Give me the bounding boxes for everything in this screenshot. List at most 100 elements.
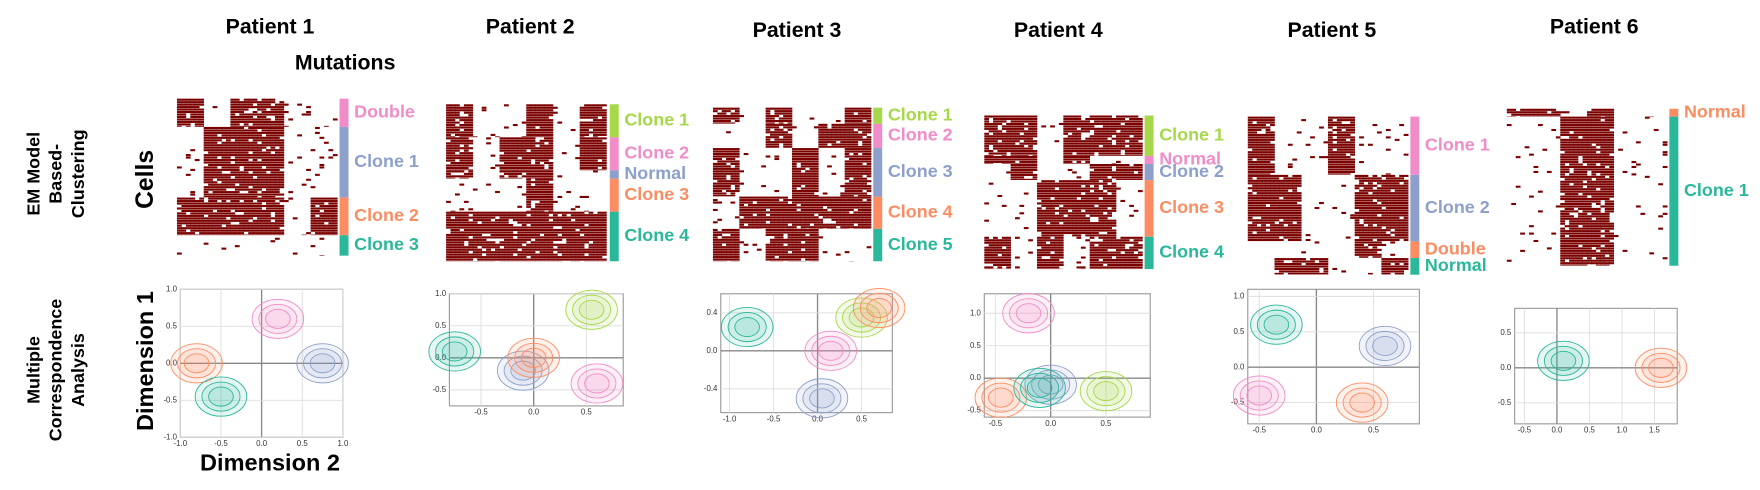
heatmap-cell xyxy=(468,169,474,171)
heatmap-cell xyxy=(712,192,718,195)
heatmap-cell xyxy=(1023,158,1029,161)
heatmap-cell xyxy=(548,231,554,234)
heatmap-cell xyxy=(774,136,780,139)
heatmap-cell xyxy=(579,238,585,241)
heatmap-cell xyxy=(984,160,990,163)
heatmap-cell xyxy=(199,229,205,232)
heatmap-cell xyxy=(1054,229,1060,232)
heatmap-cell xyxy=(1019,176,1025,179)
heatmap-cell xyxy=(257,232,262,235)
heatmap-cell xyxy=(1094,127,1099,130)
heatmap-cell xyxy=(548,224,554,227)
heatmap-cell xyxy=(315,173,320,176)
heatmap-cell xyxy=(813,162,819,165)
heatmap-cell xyxy=(257,131,262,134)
heatmap-cell xyxy=(539,203,545,206)
heatmap-cell xyxy=(239,125,245,127)
y-tick-label: -0.4 xyxy=(704,384,718,393)
heatmap-cell xyxy=(450,144,456,147)
heatmap-cell xyxy=(252,234,258,236)
heatmap-cell xyxy=(597,161,603,165)
heatmap-cell xyxy=(597,243,603,246)
heatmap-cell xyxy=(1107,135,1112,138)
heatmap-cell xyxy=(526,128,532,132)
heatmap-cell xyxy=(257,224,262,227)
heatmap-cell xyxy=(323,217,329,220)
heatmap-cell xyxy=(1129,130,1134,133)
heatmap-cell xyxy=(261,178,267,181)
heatmap-cell xyxy=(1072,219,1077,222)
heatmap-cell xyxy=(570,243,576,246)
heatmap-cell xyxy=(1085,231,1091,235)
heatmap-cell xyxy=(1001,154,1007,156)
heatmap-cell xyxy=(261,141,267,144)
heatmap-cell xyxy=(717,248,723,251)
heatmap-cell xyxy=(796,192,802,195)
heatmap-cell xyxy=(783,136,788,139)
heatmap-cell xyxy=(225,222,231,225)
heatmap-cell xyxy=(805,182,810,185)
heatmap-cell xyxy=(266,123,271,126)
heatmap-cell xyxy=(796,221,802,224)
heatmap-cell xyxy=(535,133,540,136)
heatmap-cell xyxy=(225,149,231,152)
heatmap-cell xyxy=(544,144,549,147)
heatmap-cell xyxy=(849,175,854,178)
heatmap-cell xyxy=(243,136,249,139)
heatmap-cell xyxy=(490,226,496,229)
heatmap-cell xyxy=(252,139,258,142)
heatmap-cell xyxy=(844,128,850,131)
heatmap-cell xyxy=(827,226,832,229)
heatmap-cell xyxy=(1006,145,1011,148)
heatmap-cell xyxy=(1089,212,1095,215)
heatmap-cell xyxy=(332,197,338,200)
heatmap-cell xyxy=(997,194,1003,198)
heatmap-cell xyxy=(844,160,850,163)
heatmap-cell xyxy=(517,226,523,229)
heatmap-cell xyxy=(521,216,527,219)
heatmap-cell xyxy=(831,226,837,229)
heatmap-cell xyxy=(486,256,491,259)
heatmap-cell xyxy=(199,224,205,227)
heatmap-cell xyxy=(579,243,585,246)
heatmap-cell xyxy=(1080,212,1086,215)
heatmap-cell xyxy=(853,180,859,183)
heatmap-cell xyxy=(257,101,262,104)
heatmap-cell xyxy=(778,218,784,221)
heatmap-cell xyxy=(1076,182,1082,185)
heatmap-cell xyxy=(1023,171,1029,174)
heatmap-cell xyxy=(712,110,718,113)
heatmap-cell xyxy=(463,258,469,261)
heatmap-cell xyxy=(770,213,775,216)
heatmap-cell xyxy=(844,141,850,144)
density-contour xyxy=(177,348,217,379)
heatmap-cell xyxy=(1094,207,1099,210)
heatmap-cell xyxy=(1107,219,1112,222)
heatmap-cell xyxy=(813,187,819,190)
heatmap-cell xyxy=(862,112,867,115)
heatmap-cell xyxy=(813,199,819,202)
heatmap-cell xyxy=(743,218,749,221)
heatmap-cell xyxy=(770,223,775,226)
heatmap-cell xyxy=(499,251,505,254)
heatmap-cell xyxy=(1107,140,1112,143)
heatmap-cell xyxy=(548,193,554,196)
heatmap-cell xyxy=(584,166,589,170)
heatmap-cell xyxy=(862,223,867,226)
heatmap-cell xyxy=(1098,140,1104,143)
heatmap-cell xyxy=(1085,158,1091,161)
heatmap-cell xyxy=(783,123,788,126)
heatmap-cell xyxy=(468,142,474,145)
heatmap-cell xyxy=(778,258,784,261)
heatmap-cell xyxy=(539,126,545,129)
heatmap-cell xyxy=(454,233,460,236)
heatmap-cell xyxy=(181,120,187,123)
heatmap-cell xyxy=(450,152,456,155)
heatmap-cell xyxy=(575,216,581,219)
heatmap-cell xyxy=(866,122,872,124)
heatmap-cell xyxy=(579,128,585,132)
heatmap-cell xyxy=(530,106,536,109)
heatmap-cell xyxy=(539,139,545,142)
heatmap-cell xyxy=(454,253,460,256)
heatmap-cell xyxy=(734,160,740,163)
